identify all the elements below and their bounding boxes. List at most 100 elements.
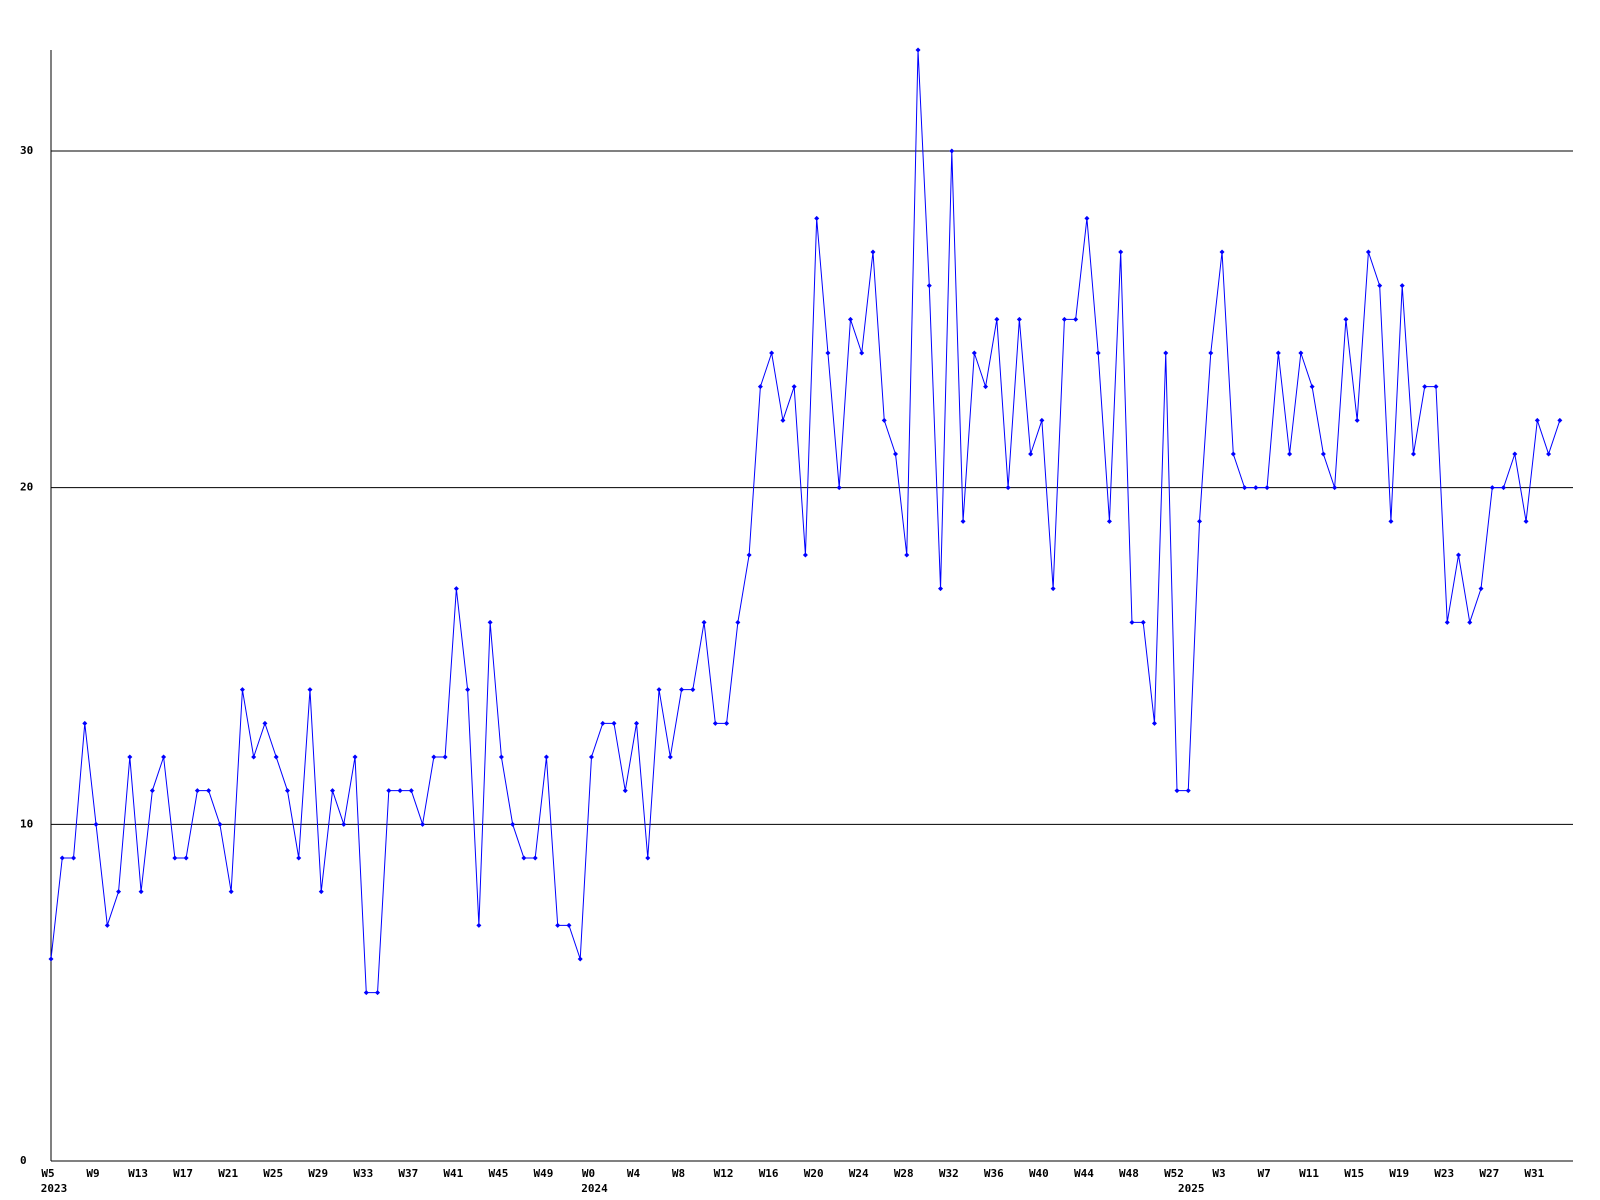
data-point [1163,350,1169,356]
x-tick-label: W3 [1212,1167,1225,1180]
x-tick-label: W49 [534,1167,554,1180]
data-point [1546,451,1552,457]
data-point [1365,249,1371,255]
data-point [825,350,831,356]
x-tick-label: W32 [939,1167,959,1180]
data-point [577,956,583,962]
data-point [431,754,437,760]
data-point [791,384,797,390]
data-point [498,754,504,760]
data-point [983,384,989,390]
data-point [1061,316,1067,322]
data-point [217,821,223,827]
data-point [532,855,538,861]
data-point [183,855,189,861]
data-point [690,687,696,693]
data-point [949,148,955,154]
data-point [307,687,313,693]
data-point [1242,485,1248,491]
x-tick-label: W23 [1434,1167,1454,1180]
data-point [1208,350,1214,356]
data-point [352,754,358,760]
data-point [71,855,77,861]
data-point [59,855,65,861]
data-point [116,889,122,895]
x-tick-label: W8 [672,1167,685,1180]
data-point [588,754,594,760]
data-point [239,687,245,693]
x-tick-label: W0 [582,1167,595,1180]
data-point [375,990,381,996]
data-point [656,687,662,693]
y-tick-label: 20 [20,481,33,494]
data-point [161,754,167,760]
x-tick-label: W45 [488,1167,508,1180]
data-point [1039,417,1045,423]
data-point [1388,518,1394,524]
data-point [82,720,88,726]
data-point [251,754,257,760]
data-point [1028,451,1034,457]
data-point [521,855,527,861]
data-point [847,316,853,322]
y-tick-label: 10 [20,817,33,830]
data-point [228,889,234,895]
data-point [1219,249,1225,255]
data-point [194,788,200,794]
data-point [1050,586,1056,592]
data-point [1332,485,1338,491]
data-point [420,821,426,827]
data-point [138,889,144,895]
x-tick-label: W36 [984,1167,1004,1180]
data-point [296,855,302,861]
data-point [386,788,392,794]
data-point [870,249,876,255]
x-tick-label: W17 [173,1167,193,1180]
data-point [938,586,944,592]
x-tick-label: W48 [1119,1167,1139,1180]
data-point [611,720,617,726]
data-point [341,821,347,827]
data-point [476,922,482,928]
data-point [1197,518,1203,524]
x-tick-label: W9 [86,1167,99,1180]
data-point [645,855,651,861]
data-point [510,821,516,827]
data-point [363,990,369,996]
data-point [1298,350,1304,356]
x-tick-label: W4 [627,1167,641,1180]
x-tick-label: W40 [1029,1167,1049,1180]
data-point [600,720,606,726]
x-tick-label: W16 [759,1167,779,1180]
data-point [555,922,561,928]
data-point [1422,384,1428,390]
data-point [465,687,471,693]
data-point [1016,316,1022,322]
data-point [1377,283,1383,289]
data-point [746,552,752,558]
x-tick-label: W31 [1524,1167,1544,1180]
data-point [1478,586,1484,592]
x-tick-label: W12 [714,1167,734,1180]
data-point [1343,316,1349,322]
x-tick-label: W21 [218,1167,238,1180]
data-point [1501,485,1507,491]
data-point [679,687,685,693]
x-tick-label: W5 [41,1167,54,1180]
data-point [1005,485,1011,491]
y-tick-label: 0 [20,1154,27,1167]
data-point [1512,451,1518,457]
data-point [701,619,707,625]
data-point [1309,384,1315,390]
data-point [262,720,268,726]
data-point [1140,619,1146,625]
x-tick-label: W7 [1257,1167,1270,1180]
data-point [960,518,966,524]
data-point [48,956,54,962]
data-point [622,788,628,794]
data-point [859,350,865,356]
data-point [1129,619,1135,625]
data-point [1287,451,1293,457]
